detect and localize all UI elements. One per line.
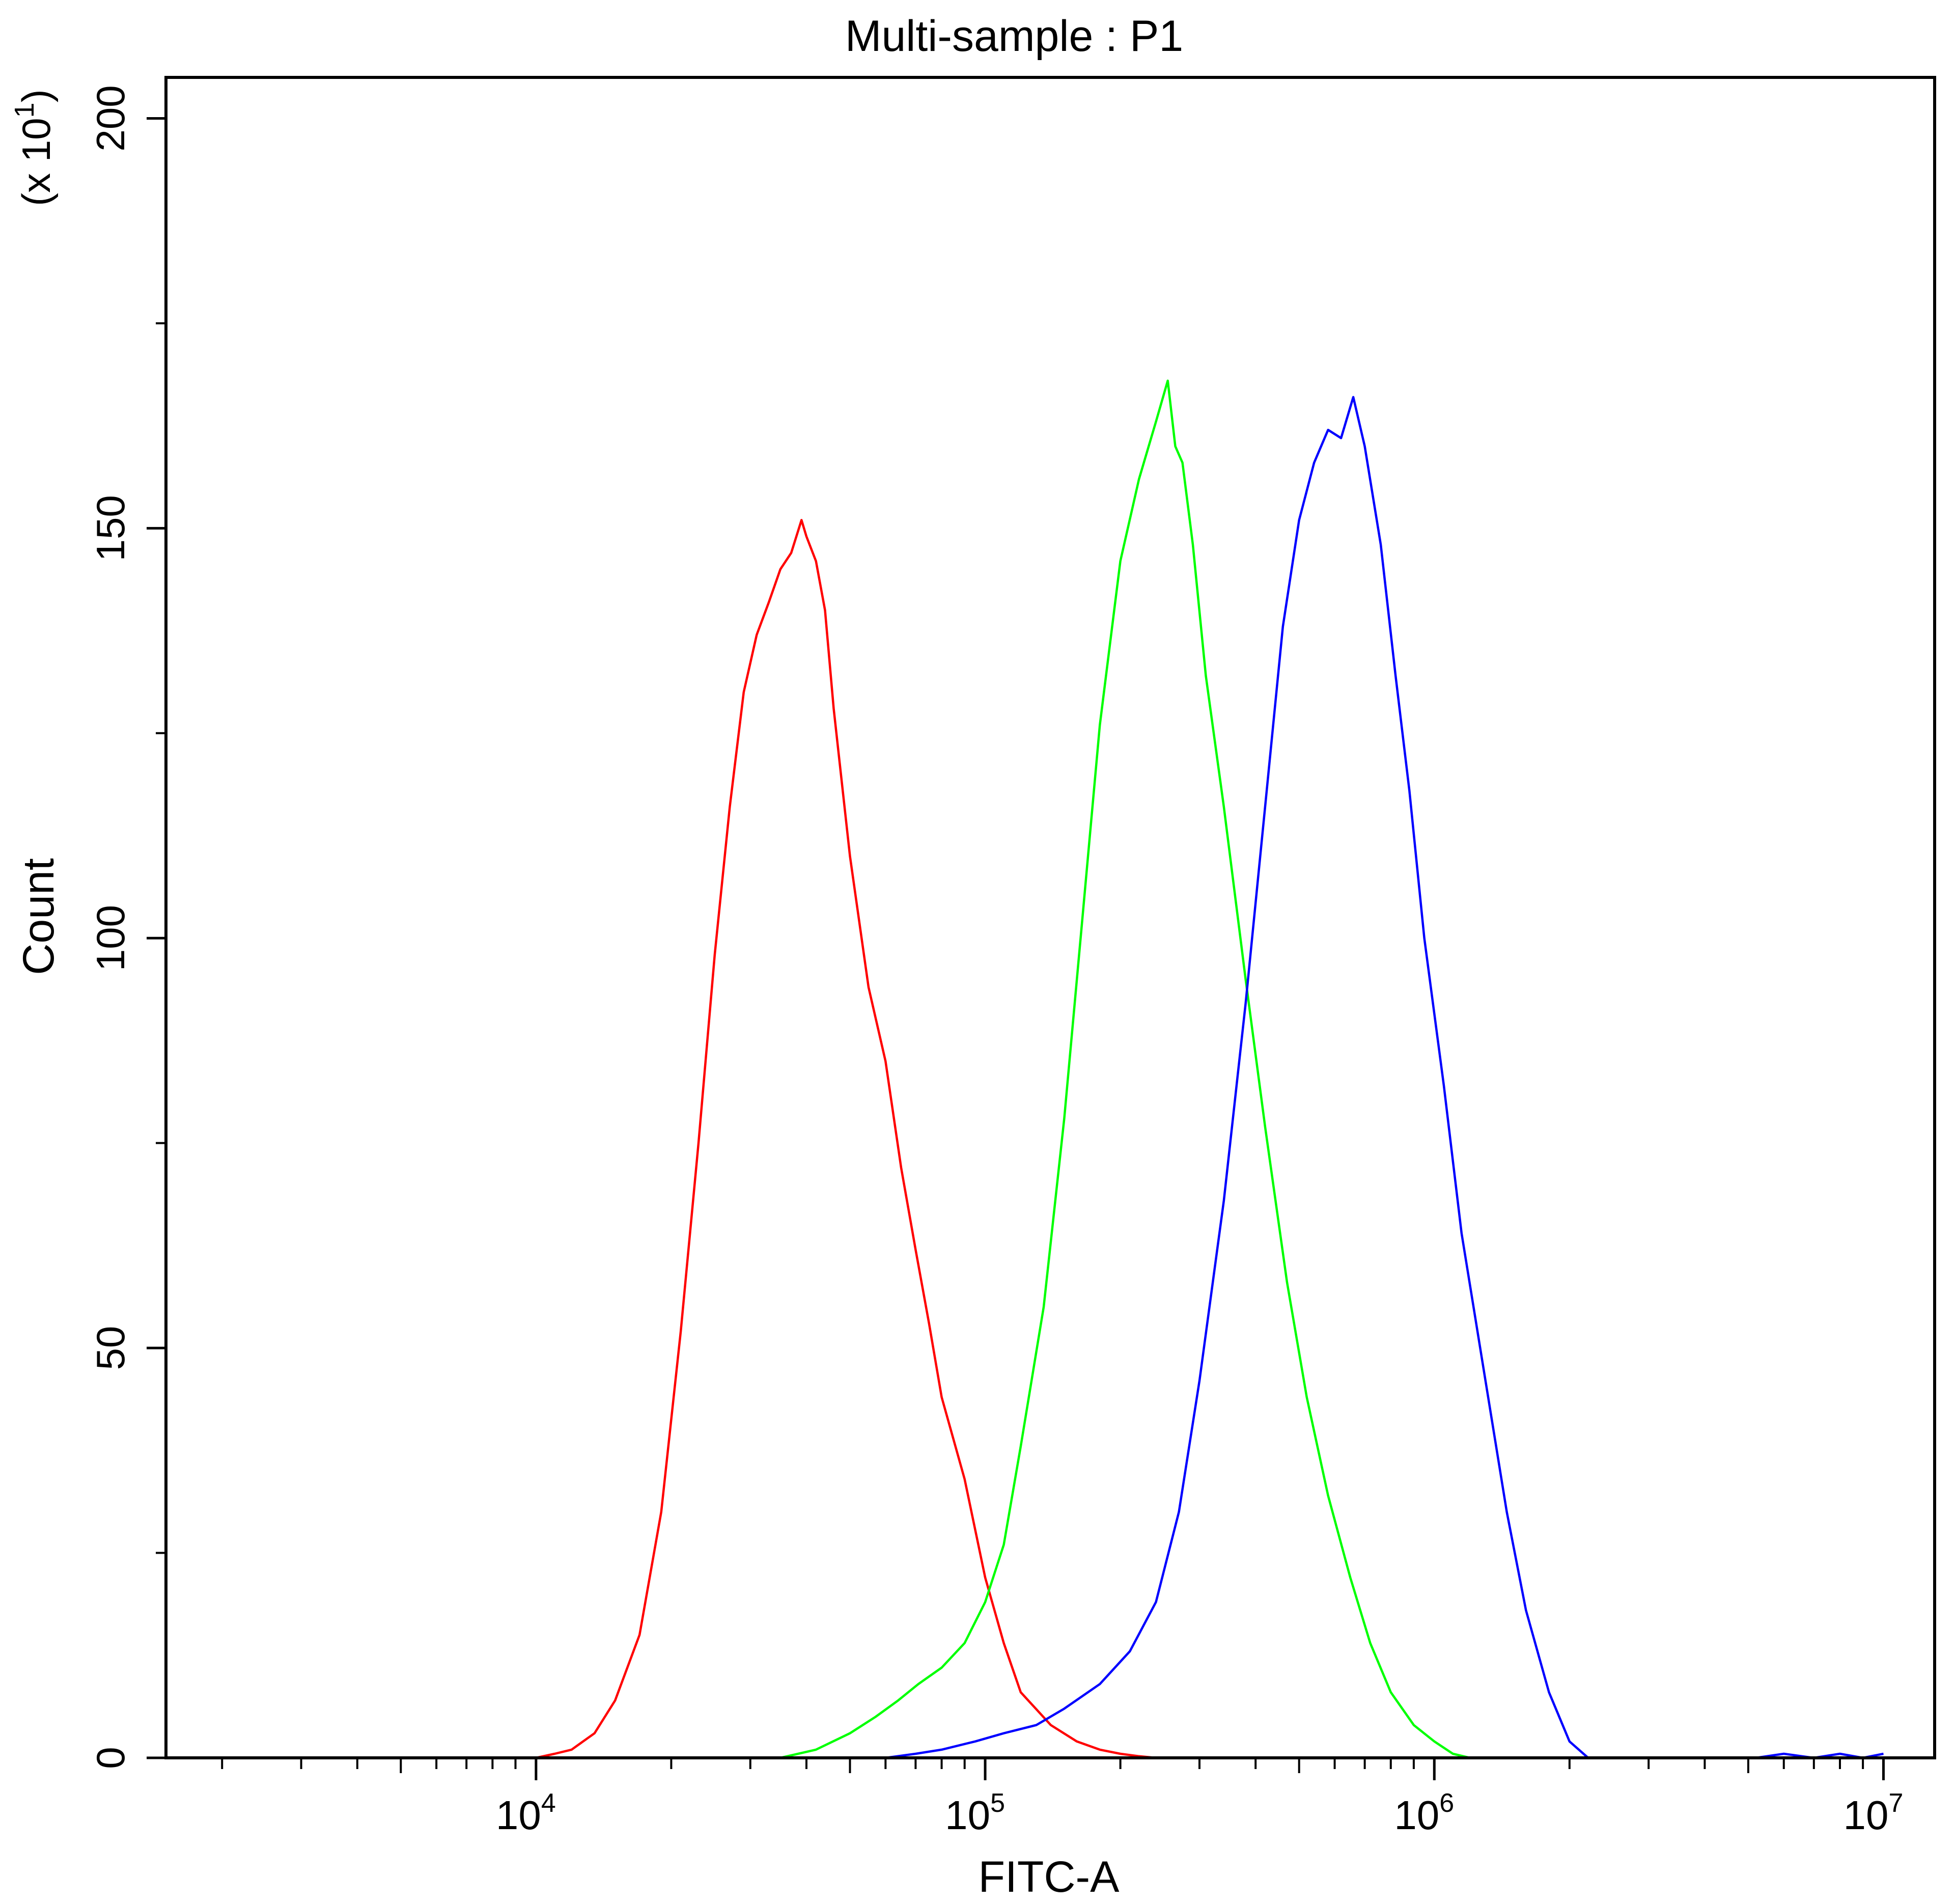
x-tick-base: 10: [496, 1792, 541, 1838]
y-multiplier-base: (x 10: [14, 118, 59, 206]
x-tick-label: 106: [1394, 1788, 1454, 1838]
chart-title: Multi-sample : P1: [845, 12, 1183, 61]
y-tick-label: 0: [88, 1747, 133, 1769]
x-axis-label: FITC-A: [978, 1853, 1120, 1901]
x-tick-exponent: 4: [541, 1788, 556, 1818]
y-tick-label: 150: [88, 495, 133, 561]
x-tick-label: 105: [945, 1788, 1005, 1838]
y-multiplier-close: ): [14, 89, 59, 102]
x-tick-label: 107: [1844, 1788, 1904, 1838]
series-line-2: [780, 379, 1470, 1759]
x-tick-base: 10: [1844, 1792, 1889, 1838]
y-multiplier-exponent: 1: [9, 102, 40, 118]
y-tick-label: 100: [88, 905, 133, 971]
y-tick-label: 200: [88, 85, 133, 151]
x-tick-base: 10: [1394, 1792, 1439, 1838]
y-multiplier-label: (x 101): [9, 89, 59, 206]
x-tick-exponent: 5: [990, 1788, 1005, 1818]
x-tick-base: 10: [945, 1792, 990, 1838]
y-tick-label: 50: [88, 1326, 133, 1370]
series-line-1: [536, 519, 1156, 1759]
svg-text:(x 101): (x 101): [9, 89, 59, 206]
x-tick-exponent: 6: [1439, 1788, 1454, 1818]
plot-frame: [164, 76, 1936, 1759]
x-tick-label: 104: [496, 1788, 556, 1838]
x-tick-exponent: 7: [1889, 1788, 1904, 1818]
series-line-3: [885, 396, 1884, 1759]
y-axis-label: Count: [14, 858, 63, 975]
